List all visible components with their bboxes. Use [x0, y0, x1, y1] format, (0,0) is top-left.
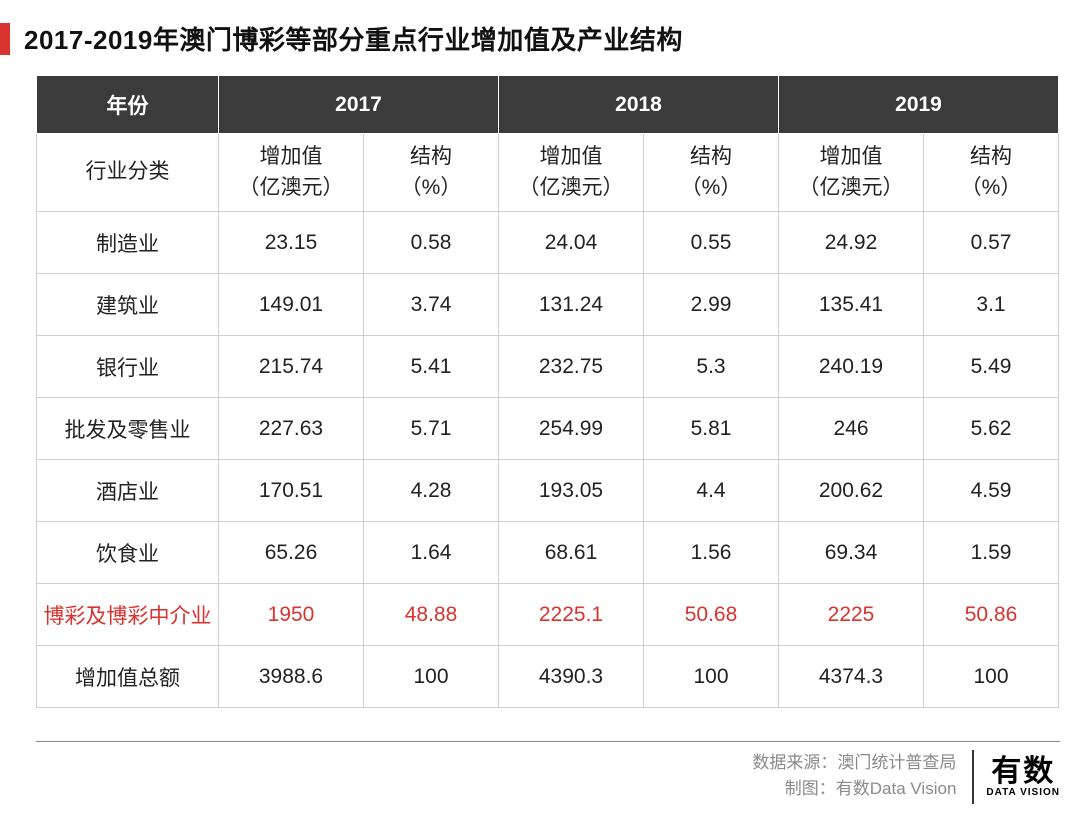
cell-v18: 4390.3 — [499, 646, 644, 708]
cell-p19: 0.57 — [924, 212, 1059, 274]
cell-p18: 0.55 — [644, 212, 779, 274]
footer-bar: 数据来源：澳门统计普查局 制图：有数Data Vision 有数 DATA VI… — [36, 741, 1060, 804]
header-value-2017: 增加值（亿澳元） — [219, 134, 364, 212]
brand-logo: 有数 DATA VISION — [972, 750, 1060, 804]
title-accent-marker — [0, 23, 10, 55]
cell-p18: 100 — [644, 646, 779, 708]
row-label: 批发及零售业 — [37, 398, 219, 460]
cell-p17: 5.71 — [364, 398, 499, 460]
industry-table: 年份 2017 2018 2019 行业分类 增加值（亿澳元） 结构（%） 增加… — [36, 75, 1059, 708]
header-year-2018: 2018 — [499, 76, 779, 134]
header-year-label: 年份 — [37, 76, 219, 134]
table-header-years: 年份 2017 2018 2019 — [37, 76, 1059, 134]
table-row: 建筑业149.013.74131.242.99135.413.1 — [37, 274, 1059, 336]
cell-p18: 5.81 — [644, 398, 779, 460]
cell-v18: 2225.1 — [499, 584, 644, 646]
cell-p19: 5.62 — [924, 398, 1059, 460]
header-year-2019: 2019 — [779, 76, 1059, 134]
cell-v19: 135.41 — [779, 274, 924, 336]
row-label: 博彩及博彩中介业 — [37, 584, 219, 646]
header-industry-label: 行业分类 — [37, 134, 219, 212]
cell-p18: 4.4 — [644, 460, 779, 522]
row-label: 银行业 — [37, 336, 219, 398]
cell-v18: 193.05 — [499, 460, 644, 522]
cell-p19: 1.59 — [924, 522, 1059, 584]
cell-v18: 254.99 — [499, 398, 644, 460]
logo-cn: 有数 — [991, 756, 1055, 788]
title-bar: 2017-2019年澳门博彩等部分重点行业增加值及产业结构 — [0, 0, 1080, 75]
cell-v18: 131.24 — [499, 274, 644, 336]
cell-p18: 2.99 — [644, 274, 779, 336]
cell-p17: 100 — [364, 646, 499, 708]
table-row: 批发及零售业227.635.71254.995.812465.62 — [37, 398, 1059, 460]
cell-v17: 3988.6 — [219, 646, 364, 708]
cell-v17: 227.63 — [219, 398, 364, 460]
table-row: 制造业23.150.5824.040.5524.920.57 — [37, 212, 1059, 274]
cell-p17: 5.41 — [364, 336, 499, 398]
cell-v17: 65.26 — [219, 522, 364, 584]
cell-p18: 5.3 — [644, 336, 779, 398]
cell-p17: 0.58 — [364, 212, 499, 274]
cell-p17: 1.64 — [364, 522, 499, 584]
table-row: 饮食业65.261.6468.611.5669.341.59 — [37, 522, 1059, 584]
row-label: 酒店业 — [37, 460, 219, 522]
row-label: 制造业 — [37, 212, 219, 274]
footer-attribution: 数据来源：澳门统计普查局 制图：有数Data Vision — [752, 750, 956, 803]
footer-chart-label: 制图： — [785, 779, 836, 798]
table-row: 增加值总额3988.61004390.31004374.3100 — [37, 646, 1059, 708]
cell-p17: 3.74 — [364, 274, 499, 336]
table-row: 博彩及博彩中介业195048.882225.150.68222550.86 — [37, 584, 1059, 646]
cell-p19: 50.86 — [924, 584, 1059, 646]
cell-v19: 24.92 — [779, 212, 924, 274]
cell-p17: 4.28 — [364, 460, 499, 522]
cell-v19: 69.34 — [779, 522, 924, 584]
cell-v17: 23.15 — [219, 212, 364, 274]
footer-chart-value: 有数Data Vision — [836, 779, 957, 798]
cell-v18: 24.04 — [499, 212, 644, 274]
cell-v19: 2225 — [779, 584, 924, 646]
cell-v19: 200.62 — [779, 460, 924, 522]
cell-v18: 68.61 — [499, 522, 644, 584]
cell-p19: 100 — [924, 646, 1059, 708]
cell-p19: 4.59 — [924, 460, 1059, 522]
cell-p19: 5.49 — [924, 336, 1059, 398]
header-value-2019: 增加值（亿澳元） — [779, 134, 924, 212]
row-label: 饮食业 — [37, 522, 219, 584]
header-year-2017: 2017 — [219, 76, 499, 134]
logo-en: DATA VISION — [986, 787, 1060, 798]
header-pct-2019: 结构（%） — [924, 134, 1059, 212]
table-row: 银行业215.745.41232.755.3240.195.49 — [37, 336, 1059, 398]
cell-p18: 50.68 — [644, 584, 779, 646]
table-header-sub: 行业分类 增加值（亿澳元） 结构（%） 增加值（亿澳元） 结构（%） 增加值（亿… — [37, 134, 1059, 212]
cell-v17: 170.51 — [219, 460, 364, 522]
cell-v17: 1950 — [219, 584, 364, 646]
cell-p19: 3.1 — [924, 274, 1059, 336]
table-row: 酒店业170.514.28193.054.4200.624.59 — [37, 460, 1059, 522]
cell-v17: 215.74 — [219, 336, 364, 398]
cell-p17: 48.88 — [364, 584, 499, 646]
header-pct-2018: 结构（%） — [644, 134, 779, 212]
cell-v19: 4374.3 — [779, 646, 924, 708]
header-value-2018: 增加值（亿澳元） — [499, 134, 644, 212]
footer-source-value: 澳门统计普查局 — [837, 753, 956, 772]
cell-v19: 240.19 — [779, 336, 924, 398]
page-title: 2017-2019年澳门博彩等部分重点行业增加值及产业结构 — [24, 20, 683, 57]
header-pct-2017: 结构（%） — [364, 134, 499, 212]
cell-p18: 1.56 — [644, 522, 779, 584]
cell-v19: 246 — [779, 398, 924, 460]
table-container: 年份 2017 2018 2019 行业分类 增加值（亿澳元） 结构（%） 增加… — [0, 75, 1080, 708]
cell-v17: 149.01 — [219, 274, 364, 336]
footer-source-label: 数据来源： — [752, 753, 837, 772]
row-label: 建筑业 — [37, 274, 219, 336]
cell-v18: 232.75 — [499, 336, 644, 398]
row-label: 增加值总额 — [37, 646, 219, 708]
table-body: 制造业23.150.5824.040.5524.920.57建筑业149.013… — [37, 212, 1059, 708]
